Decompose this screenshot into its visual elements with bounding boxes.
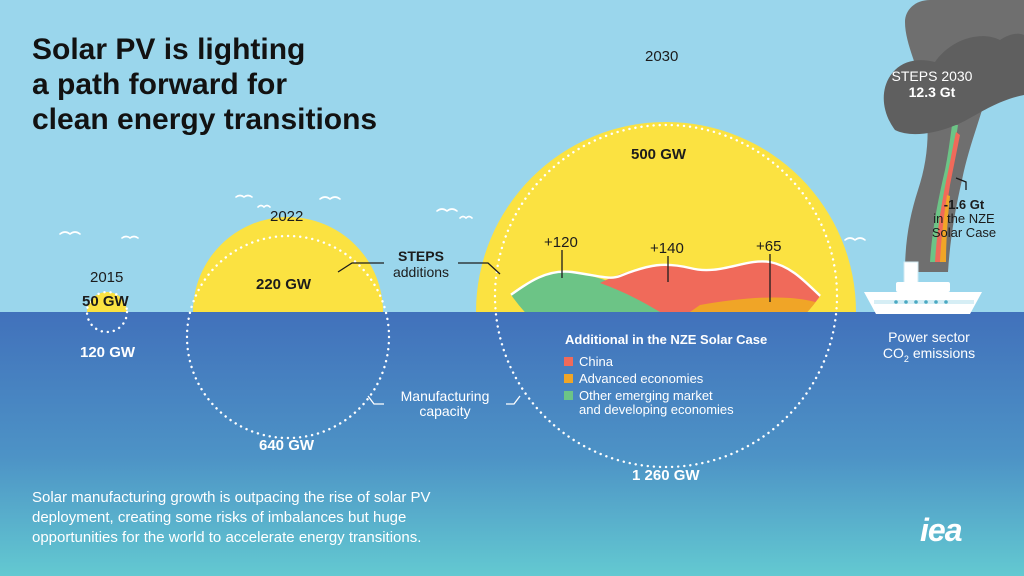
legend-label-other: Other emerging market [579,388,713,403]
steps-label-line-2: additions [392,264,450,280]
legend-swatch-china [564,357,573,366]
deployment-2030-value: 500 GW [631,146,687,163]
manufacturing-2030-value: 1 260 GW [632,467,700,484]
steps-2030-value: 12.3 Gt [908,84,956,100]
nze-reduction-value: -1.6 Gt [943,197,985,212]
manufacturing-label-line-1: Manufacturing [400,388,490,404]
legend-swatch-advanced [564,374,573,383]
manufacturing-2015-value: 120 GW [80,344,136,361]
manufacturing-2022-value: 640 GW [259,437,315,454]
footer-line-3: opportunities for the world to accelerat… [32,529,422,546]
caption-line-2: CO2 emissions [870,345,988,367]
deployment-2015-value: 50 GW [82,293,129,310]
steps-2030-label: STEPS 2030 [891,68,973,84]
steps-additions-label: STEPS additions [385,248,457,280]
manufacturing-leaders [367,395,521,405]
year-2030-label: 2030 [645,48,679,65]
nze-reduction-line-2: in the NZE [933,211,995,226]
other-emde-area [486,271,846,312]
addition-china-value: +140 [650,240,684,257]
leader-lines [337,250,771,302]
ship-icon [864,177,982,314]
sun-2022 [193,217,383,312]
steps-2030-emissions: STEPS 2030 12.3 Gt [882,68,982,100]
nze-emissions-reduction: -1.6 Gt in the NZE Solar Case [912,198,1016,240]
title-line-1: Solar PV is lighting [32,33,306,66]
caption-line-1: Power sector [888,329,970,345]
manufacturing-circle-2015 [85,290,129,334]
manufacturing-circle-2030 [493,123,839,469]
iea-logo: iea [920,512,962,548]
footer-text: Solar manufacturing growth is outpacing … [32,488,552,548]
deployment-2022-value: 220 GW [256,276,312,293]
sun-2015 [87,292,127,312]
page-title: Solar PV is lighting a path forward for … [32,32,452,137]
addition-advanced-value: +65 [756,238,782,255]
nze-reduction-line-3: Solar Case [931,225,997,240]
caption-subscript: 2 [903,353,909,364]
footer-line-2: deployment, creating some risks of imbal… [32,509,407,526]
birds [59,194,866,242]
legend-item-china: China [564,355,613,369]
power-sector-caption: Power sector CO2 emissions [870,329,988,367]
year-2022-label: 2022 [270,208,304,225]
addition-other-value: +120 [544,234,578,251]
manufacturing-capacity-label: Manufacturing capacity [384,389,506,419]
caption-emissions: emissions [908,345,976,361]
smoke-plume [883,0,1024,272]
footer-line-1: Solar manufacturing growth is outpacing … [32,489,431,506]
legend-label-advanced: Advanced economies [579,371,704,386]
nze-additions-area [485,260,846,314]
legend-title: Additional in the NZE Solar Case [565,332,768,347]
sea [0,312,1024,576]
year-2015-label: 2015 [90,269,124,286]
title-line-2: a path forward for [32,68,288,101]
steps-label-line-1: STEPS [398,248,444,264]
caption-co: CO [882,345,904,361]
legend-swatch-other [564,391,573,400]
legend-label-other-line-2: and developing economies [579,402,734,417]
nze-outline [485,260,841,314]
manufacturing-circle-2022 [185,234,391,440]
advanced-economies-area [690,297,846,312]
legend-label-china: China [579,354,613,369]
legend-item-other: Other emerging market and developing eco… [564,389,734,417]
manufacturing-label-line-2: capacity [419,403,471,419]
title-line-3: clean energy transitions [32,103,378,136]
legend-item-advanced: Advanced economies [564,372,703,386]
